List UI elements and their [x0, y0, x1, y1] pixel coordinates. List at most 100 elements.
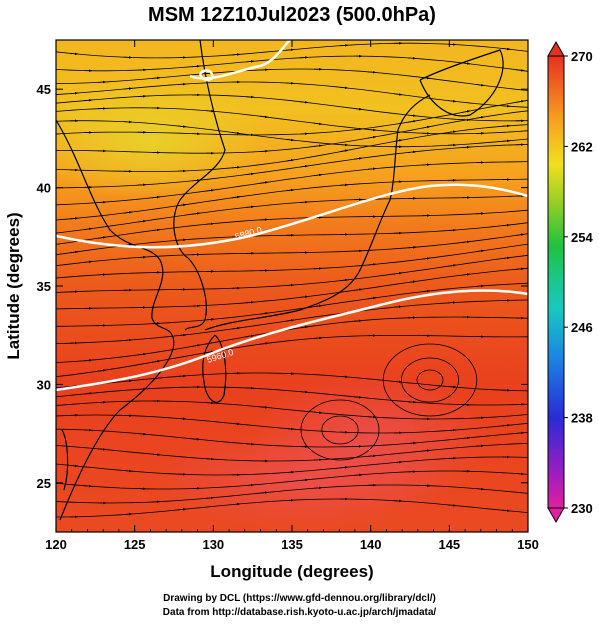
wind-arrow	[123, 87, 133, 90]
wind-arrow	[313, 122, 323, 126]
wind-arrow	[123, 512, 133, 516]
wind-arrow	[137, 352, 147, 356]
wind-arrow	[501, 256, 511, 260]
wind-arrow	[447, 301, 457, 304]
wind-arrow	[259, 342, 269, 345]
streamline	[56, 94, 528, 122]
wind-arrow	[501, 139, 511, 143]
wind-arrow	[285, 158, 295, 162]
streamline	[56, 161, 528, 206]
eddy-streamline	[400, 357, 459, 403]
credit-data: Data from http://database.rish.kyoto-u.a…	[162, 607, 437, 618]
wind-arrow	[447, 385, 457, 389]
contour-5960	[56, 289, 528, 392]
wind-arrow	[137, 432, 147, 436]
colorbar-scale	[547, 55, 565, 509]
wind-arrow	[245, 172, 255, 176]
wind-arrow	[69, 250, 79, 254]
wind-arrow	[231, 53, 241, 56]
wind-arrow	[97, 369, 107, 372]
wind-arrow	[407, 57, 417, 60]
wind-arrow	[501, 47, 511, 51]
wind-arrow	[177, 417, 187, 421]
wind-arrow	[69, 52, 79, 56]
wind-arrow	[339, 143, 349, 147]
x-tick-label: 125	[124, 537, 146, 552]
y-axis-title: Latitude (degrees)	[4, 212, 23, 359]
wind-arrow	[515, 69, 525, 72]
wind-arrow	[367, 128, 377, 132]
x-tick-label: 145	[438, 537, 460, 552]
wind-arrow	[515, 233, 525, 236]
wind-arrow	[205, 401, 215, 405]
wind-arrow	[151, 360, 161, 363]
wind-streamlines	[56, 41, 538, 519]
wind-arrow	[313, 336, 323, 340]
wind-arrow	[97, 448, 107, 451]
wind-arrow	[123, 379, 133, 383]
wind-arrow	[501, 223, 511, 227]
coastline	[56, 40, 504, 521]
streamline	[56, 267, 528, 310]
y-tick-label: 35	[37, 279, 51, 294]
wind-arrow	[123, 469, 133, 473]
wind-arrow	[285, 188, 295, 192]
wind-arrow	[475, 444, 485, 448]
wind-arrow	[83, 260, 93, 264]
wind-arrow	[515, 472, 525, 476]
streamline	[56, 282, 528, 327]
wind-arrow	[83, 359, 93, 362]
wind-arrow	[299, 101, 309, 104]
wind-arrow	[177, 125, 187, 128]
wind-arrow	[313, 411, 323, 414]
colorbar-ticks: 270 262 254 246 238 230	[564, 49, 593, 516]
wind-arrow	[407, 400, 417, 404]
streamline	[56, 107, 528, 135]
y-tick-label: 25	[37, 476, 51, 491]
y-axis-ticks: 25 30 35 40 45	[37, 82, 528, 491]
wind-arrow	[97, 80, 107, 84]
wind-arrow	[313, 144, 323, 148]
wind-arrow	[339, 149, 349, 153]
wind-arrow	[421, 125, 431, 129]
wind-arrow	[299, 478, 309, 482]
wind-arrow	[461, 273, 471, 276]
wind-arrow	[393, 460, 403, 464]
wind-arrow	[231, 195, 241, 199]
wind-arrow	[353, 319, 363, 323]
wind-arrow	[205, 109, 215, 113]
wind-arrow	[299, 200, 309, 204]
wind-arrow	[97, 236, 107, 239]
wind-arrow	[353, 127, 363, 131]
wind-arrow	[407, 246, 417, 249]
wind-arrow	[461, 145, 471, 149]
wind-arrow	[407, 120, 417, 123]
wind-arrow	[191, 344, 201, 347]
wind-arrow	[421, 163, 431, 166]
wind-arrow	[475, 116, 485, 119]
china-coastline	[56, 119, 175, 521]
wind-arrow	[367, 167, 377, 171]
streamline	[56, 68, 528, 91]
korea-coastline	[173, 40, 226, 331]
wind-arrow	[285, 138, 295, 142]
contour-5880	[56, 183, 528, 249]
wind-arrow	[299, 390, 309, 394]
x-axis-ticks: 120 125 130 135 140 145 150	[45, 40, 539, 552]
wind-arrow	[515, 267, 525, 271]
colorbar-tick-label: 270	[571, 49, 593, 64]
wind-arrow	[191, 64, 201, 68]
wind-arrow	[83, 392, 93, 395]
eddy-streamline	[416, 369, 444, 391]
wind-arrow	[259, 115, 269, 119]
wind-arrow	[299, 56, 309, 59]
wind-arrow	[353, 395, 363, 399]
hokkaido-coastline	[419, 49, 504, 117]
wind-arrow	[299, 325, 309, 329]
wind-arrow	[421, 76, 431, 80]
wind-arrow	[339, 86, 349, 90]
colorbar-tick-label: 262	[571, 139, 593, 154]
wind-arrow	[205, 318, 215, 321]
wind-arrow	[530, 130, 538, 131]
wind-arrow	[205, 457, 215, 461]
